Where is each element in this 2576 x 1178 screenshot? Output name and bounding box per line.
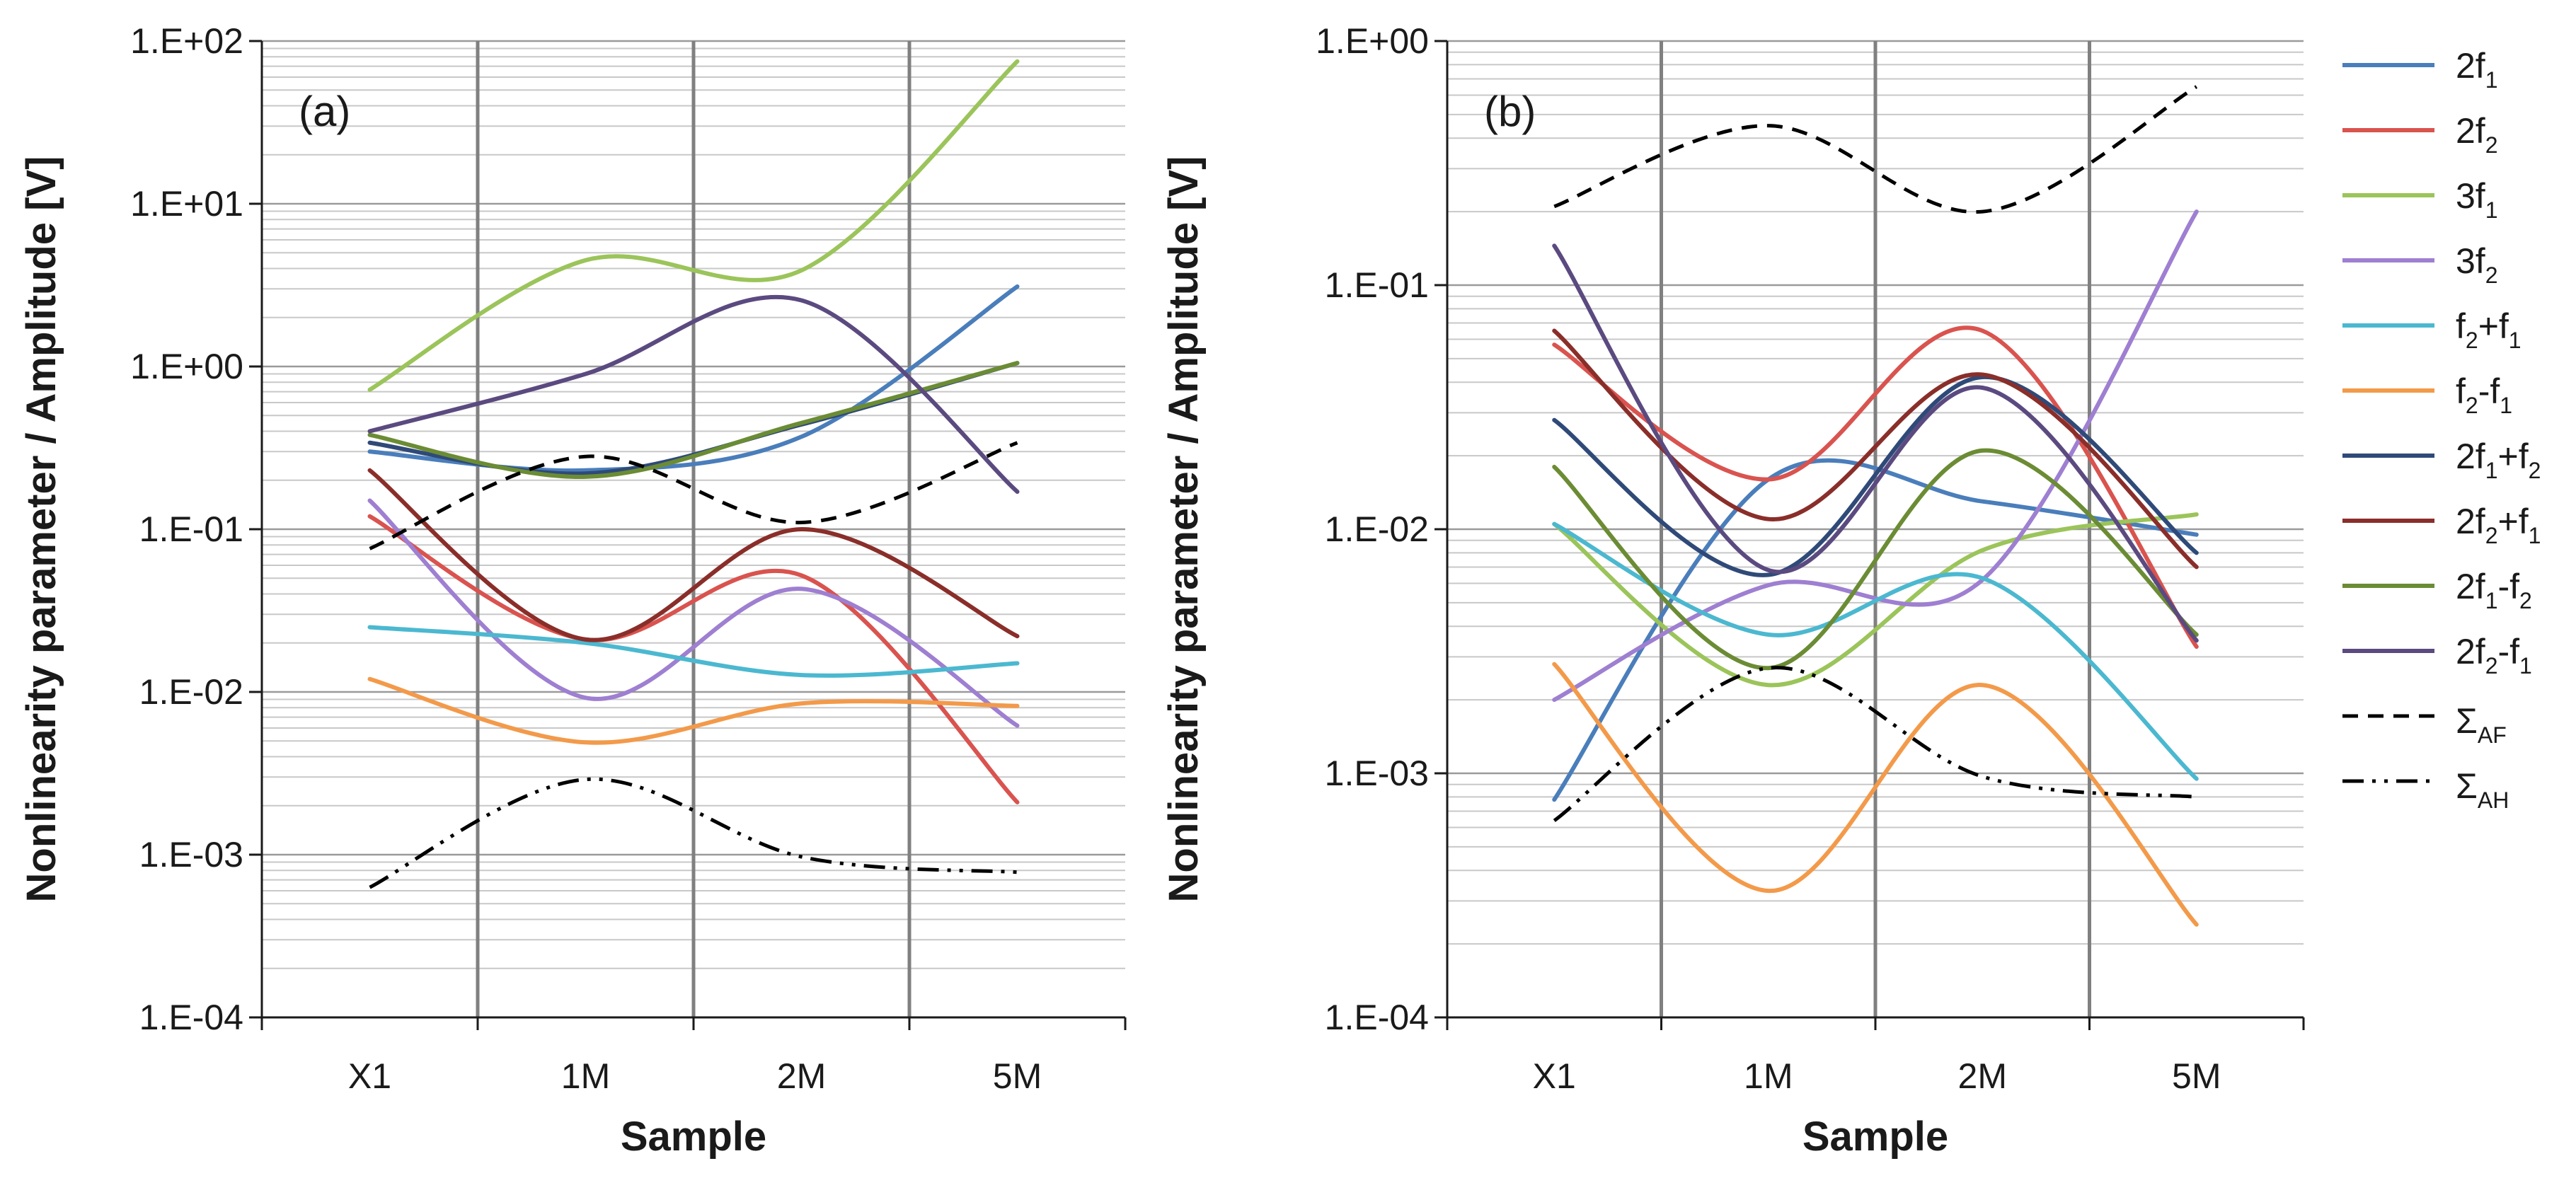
vertical-gridlines [1660,41,2091,1017]
x-tick-label: 1M [561,1056,610,1096]
series-line-10 [1552,243,2199,643]
y-tick-label: 1.E-03 [1325,753,1429,793]
legend-label: 2f1-f2 [2456,567,2532,613]
x-tick-label: 2M [777,1056,826,1096]
x-tick-label: 2M [1958,1056,2007,1096]
x-tick-label: 1M [1744,1056,1793,1096]
x-tick-label: 5M [2172,1056,2221,1096]
panel-label: (a) [299,88,350,135]
series-line-10 [367,294,1020,494]
y-tick-label: 1.E-02 [139,672,243,712]
legend-label: ΣAF [2456,701,2507,748]
legend-label: f2+f1 [2456,306,2522,353]
series-line-1 [1552,458,2199,802]
legend: 2f1 2f2 3f1 3f2 f2+f1 f2-f1 2f1+f2 2f2+f1 2f1-f2… [2342,46,2541,813]
series-line-7 [1552,374,2199,577]
legend-entry: 3f1 [2342,176,2498,223]
series-line-6 [367,676,1020,745]
y-tick-label: 1.E-04 [1325,998,1429,1037]
series-line-5 [367,625,1020,678]
panel-a-chart: 1.E-04 1.E-03 1.E-02 1.E-01 1.E+00 1.E+01 1.E+… [18,21,1127,1160]
y-tick-label: 1.E-01 [1325,265,1429,305]
panel-label: (b) [1484,88,1536,135]
legend-entry: 2f1+f2 [2342,437,2541,483]
series-line-4 [1552,209,2199,703]
legend-entry: 2f1-f2 [2342,567,2532,613]
series-line-8 [367,468,1020,642]
x-axis-title: Sample [621,1114,766,1160]
y-tick-label: 1.E+00 [1316,21,1429,61]
legend-label: f2-f1 [2456,371,2512,418]
series-line-9 [1552,448,2199,671]
legend-entry: f2+f1 [2342,306,2522,353]
legend-label: 2f1 [2456,46,2498,93]
y-tick-label: 1.E+00 [130,347,243,386]
panel-b-chart: 1.E-04 1.E-03 1.E-02 1.E-01 1.E+00 X1 1M 2M 5M Sa… [1161,21,2305,1160]
y-tick-label: 1.E-01 [139,509,243,549]
x-tick-label: X1 [1533,1056,1576,1096]
legend-entry: ΣAH [2342,766,2509,813]
series-line-8 [1552,328,2199,570]
legend-entry: 2f2-f1 [2342,632,2532,678]
x-tick-label: 5M [993,1056,1042,1096]
legend-entry: 2f2 [2342,111,2498,158]
legend-entry: ΣAF [2342,701,2507,748]
legend-label: ΣAH [2456,766,2509,813]
legend-entry: 2f2+f1 [2342,502,2541,548]
legend-entry: f2-f1 [2342,371,2512,418]
series-line-3 [367,59,1020,392]
x-tick-label: X1 [348,1056,391,1096]
legend-label: 3f1 [2456,176,2498,223]
legend-label: 2f2+f1 [2456,502,2541,548]
legend-label: 2f2 [2456,111,2498,158]
y-tick-label: 1.E+02 [130,21,243,61]
series-line-3 [1552,512,2199,688]
legend-entry: 3f2 [2342,241,2498,288]
series-group [1552,85,2199,927]
y-axis-title: Nonlinearity parameter / Amplitude [V] [1161,156,1207,903]
series-group [367,59,1020,889]
series-line-12 [1553,666,2197,822]
series-line-4 [367,498,1020,728]
legend-label: 2f2-f1 [2456,632,2532,678]
y-tick-label: 1.E-02 [1325,509,1429,549]
legend-label: 3f2 [2456,241,2498,288]
series-line-12 [369,777,1018,889]
y-tick-label: 1.E-03 [139,835,243,874]
series-line-2 [1552,325,2199,649]
y-tick-label: 1.E+01 [130,184,243,224]
series-line-2 [367,514,1020,804]
legend-label: 2f1+f2 [2456,437,2541,483]
series-line-11 [369,441,1018,550]
y-tick-label: 1.E-04 [139,998,243,1037]
x-axis-title: Sample [1802,1114,1948,1160]
y-axis-title: Nonlinearity parameter / Amplitude [V] [18,156,64,903]
series-line-11 [1553,85,2198,214]
vertical-gridlines [476,41,912,1017]
legend-entry: 2f1 [2342,46,2498,93]
